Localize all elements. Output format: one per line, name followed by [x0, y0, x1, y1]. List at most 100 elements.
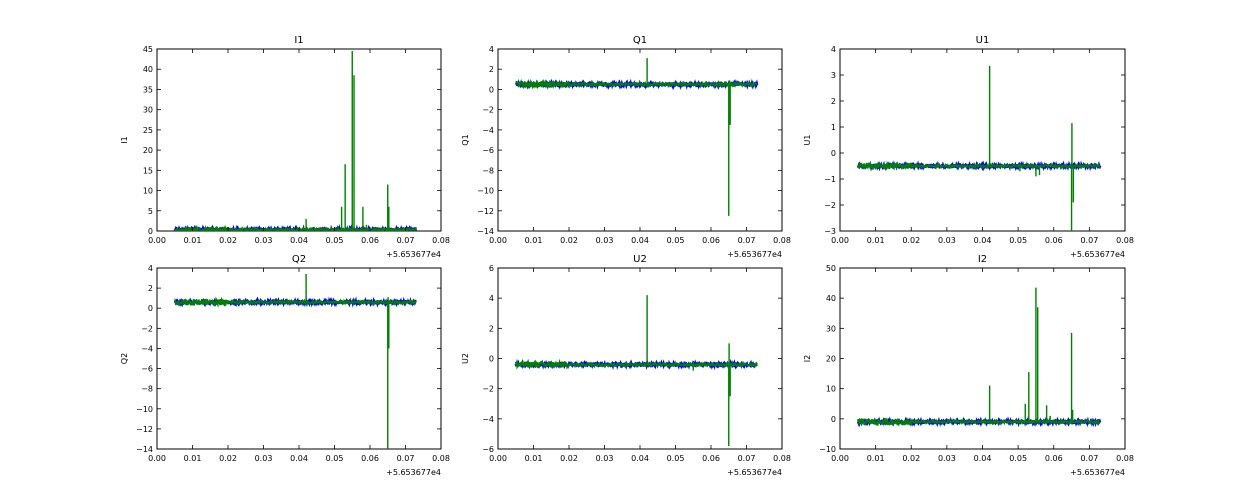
x-offset-label: +5.653677e4: [1070, 468, 1125, 477]
y-tick-label: −3: [824, 227, 836, 236]
x-tick-label: 0.08: [1116, 236, 1134, 245]
y-tick-label: 30: [143, 106, 153, 115]
x-tick-label: 0.08: [773, 454, 791, 463]
x-tick-label: 0.02: [902, 454, 920, 463]
plot-area: [856, 65, 1102, 231]
x-tick-label: 0.06: [361, 236, 379, 245]
x-tick-label: 0.02: [219, 454, 237, 463]
x-tick-label: 0.04: [974, 454, 992, 463]
x-tick-label: 0.07: [738, 236, 756, 245]
x-tick-label: 0.06: [702, 454, 720, 463]
plot-frame: [156, 267, 442, 450]
y-tick-label: −4: [482, 126, 494, 135]
plot-frame: [156, 48, 442, 232]
x-tick-label: 0.05: [1009, 236, 1027, 245]
y-axis-label: I1: [120, 136, 129, 143]
series-line-green: [174, 274, 417, 449]
y-tick-label: 10: [143, 187, 153, 196]
chart-panel-q1: 0.00 0.01 0.02 0.03 0.04 0.05 0.06 0.07 0.08 −14 −…: [461, 35, 791, 259]
plot-frame: [839, 48, 1126, 232]
y-tick-label: 2: [148, 284, 153, 293]
x-offset-label: +5.653677e4: [386, 250, 441, 259]
x-tick-label: 0.04: [631, 236, 649, 245]
y-axis-label: Q1: [461, 134, 470, 145]
y-tick-label: 0: [489, 355, 494, 364]
chart-panel-i2: 0.00 0.01 0.02 0.03 0.04 0.05 0.06 0.07 0.08 −10 0…: [803, 254, 1134, 477]
plot-frame: [497, 267, 783, 450]
y-tick-label: 4: [831, 45, 836, 54]
y-tick-label: 30: [826, 324, 836, 333]
series-line-green: [174, 51, 417, 231]
y-tick-label: 0: [489, 85, 494, 94]
y-tick-label: 20: [143, 146, 153, 155]
y-tick-label: −2: [482, 106, 494, 115]
series-line-green: [857, 65, 1101, 231]
x-tick-label: 0.02: [560, 454, 578, 463]
y-tick-label: 40: [826, 294, 836, 303]
chart-panel-q2: 0.00 0.01 0.02 0.03 0.04 0.05 0.06 0.07 0.08 −14 −…: [120, 254, 450, 477]
series-line-green: [857, 287, 1101, 427]
chart-panel-i1: 0.00 0.01 0.02 0.03 0.04 0.05 0.06 0.07 0.08 0 5 10…: [120, 35, 450, 259]
x-tick-label: 0.07: [397, 236, 415, 245]
y-tick-label: 4: [489, 45, 494, 54]
y-axis-label: U1: [803, 135, 812, 146]
x-tick-label: 0.05: [1009, 454, 1027, 463]
y-tick-label: −2: [824, 201, 836, 210]
x-tick-label: 0.03: [255, 454, 273, 463]
y-tick-label: −10: [819, 445, 836, 454]
x-tick-label: 0.00: [489, 236, 507, 245]
plot-area: [173, 51, 417, 231]
y-tick-label: 3: [831, 71, 836, 80]
x-tick-label: 0.00: [831, 454, 849, 463]
x-tick-label: 0.05: [326, 236, 344, 245]
x-offset-label: +5.653677e4: [727, 250, 782, 259]
y-tick-label: 6: [489, 264, 494, 273]
x-tick-label: 0.01: [525, 454, 543, 463]
x-tick-label: 0.02: [219, 236, 237, 245]
series-line-green: [515, 58, 758, 216]
series-line-green: [515, 295, 758, 446]
x-tick-label: 0.01: [525, 236, 543, 245]
x-tick-label: 0.03: [596, 454, 614, 463]
plot-area: [515, 58, 759, 216]
y-tick-label: 0: [831, 149, 836, 158]
chart-title: U1: [976, 35, 990, 46]
y-tick-label: 35: [143, 85, 153, 94]
chart-title: U2: [633, 254, 647, 265]
x-tick-label: 0.03: [255, 236, 273, 245]
chart-title: I2: [978, 254, 987, 265]
x-tick-label: 0.07: [1080, 454, 1098, 463]
x-tick-label: 0.07: [1080, 236, 1098, 245]
plot-area: [173, 274, 418, 449]
chart-panel-u1: 0.00 0.01 0.02 0.03 0.04 0.05 0.06 0.07 0.08 −3 −2…: [803, 35, 1134, 259]
y-tick-label: 2: [489, 324, 494, 333]
x-tick-label: 0.06: [702, 236, 720, 245]
x-tick-label: 0.03: [938, 454, 956, 463]
y-tick-label: −14: [136, 445, 153, 454]
x-tick-label: 0.00: [148, 236, 166, 245]
y-tick-label: 40: [143, 65, 153, 74]
x-offset-label: +5.653677e4: [1070, 250, 1125, 259]
x-tick-label: 0.04: [631, 454, 649, 463]
x-offset-label: +5.653677e4: [386, 468, 441, 477]
chart-title: Q2: [292, 254, 306, 265]
x-tick-label: 0.00: [831, 236, 849, 245]
x-tick-label: 0.08: [773, 236, 791, 245]
y-tick-label: −4: [141, 344, 153, 353]
x-offset-label: +5.653677e4: [727, 468, 782, 477]
x-tick-label: 0.07: [397, 454, 415, 463]
chart-title: Q1: [633, 35, 647, 46]
plot-area: [514, 295, 758, 446]
x-tick-label: 0.04: [290, 236, 308, 245]
x-tick-label: 0.01: [184, 454, 202, 463]
y-tick-label: −10: [136, 405, 153, 414]
x-tick-label: 0.08: [432, 454, 450, 463]
y-axis-label: I2: [803, 355, 812, 362]
y-tick-label: −4: [482, 415, 494, 424]
y-tick-label: 0: [148, 227, 153, 236]
x-tick-label: 0.04: [290, 454, 308, 463]
chart-title: I1: [294, 35, 303, 46]
y-tick-label: 2: [831, 97, 836, 106]
y-tick-label: 2: [489, 65, 494, 74]
